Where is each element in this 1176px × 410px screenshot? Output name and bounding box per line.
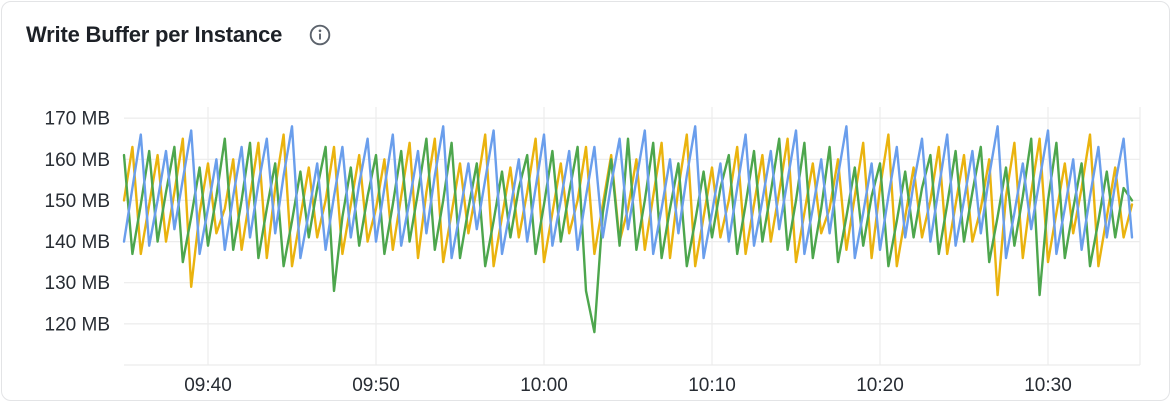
y-axis-tick-label: 150 MB <box>45 191 110 212</box>
panel-header: Write Buffer per Instance <box>26 20 332 50</box>
y-axis-tick-label: 160 MB <box>45 150 110 171</box>
series-blue-line[interactable] <box>122 125 1134 260</box>
x-axis-tick-label: 09:40 <box>184 375 232 396</box>
x-axis-labels: 09:40 09:50 10:00 10:10 10:20 10:30 <box>184 375 1072 396</box>
x-axis-tick-label: 09:50 <box>352 375 400 396</box>
info-icon[interactable] <box>308 23 332 47</box>
y-axis-tick-label: 130 MB <box>45 273 110 294</box>
metric-panel: Write Buffer per Instance 170 MB 160 MB 15… <box>1 1 1170 401</box>
x-axis-tick-label: 10:10 <box>688 375 736 396</box>
info-circle-glyph <box>309 24 331 46</box>
series-yellow-line[interactable] <box>122 133 1134 297</box>
y-axis-tick-label: 170 MB <box>45 109 110 130</box>
series-green-line[interactable] <box>122 137 1134 334</box>
y-axis-tick-label: 140 MB <box>45 232 110 253</box>
series-lines <box>122 125 1134 334</box>
x-axis-tick-label: 10:00 <box>520 375 568 396</box>
y-axis-tick-label: 120 MB <box>45 314 110 335</box>
x-axis-tick-label: 10:20 <box>856 375 904 396</box>
panel-title: Write Buffer per Instance <box>26 22 283 47</box>
x-axis-tick-label: 10:30 <box>1024 375 1072 396</box>
y-axis-labels: 170 MB 160 MB 150 MB 140 MB 130 MB 120 MB <box>45 109 110 336</box>
